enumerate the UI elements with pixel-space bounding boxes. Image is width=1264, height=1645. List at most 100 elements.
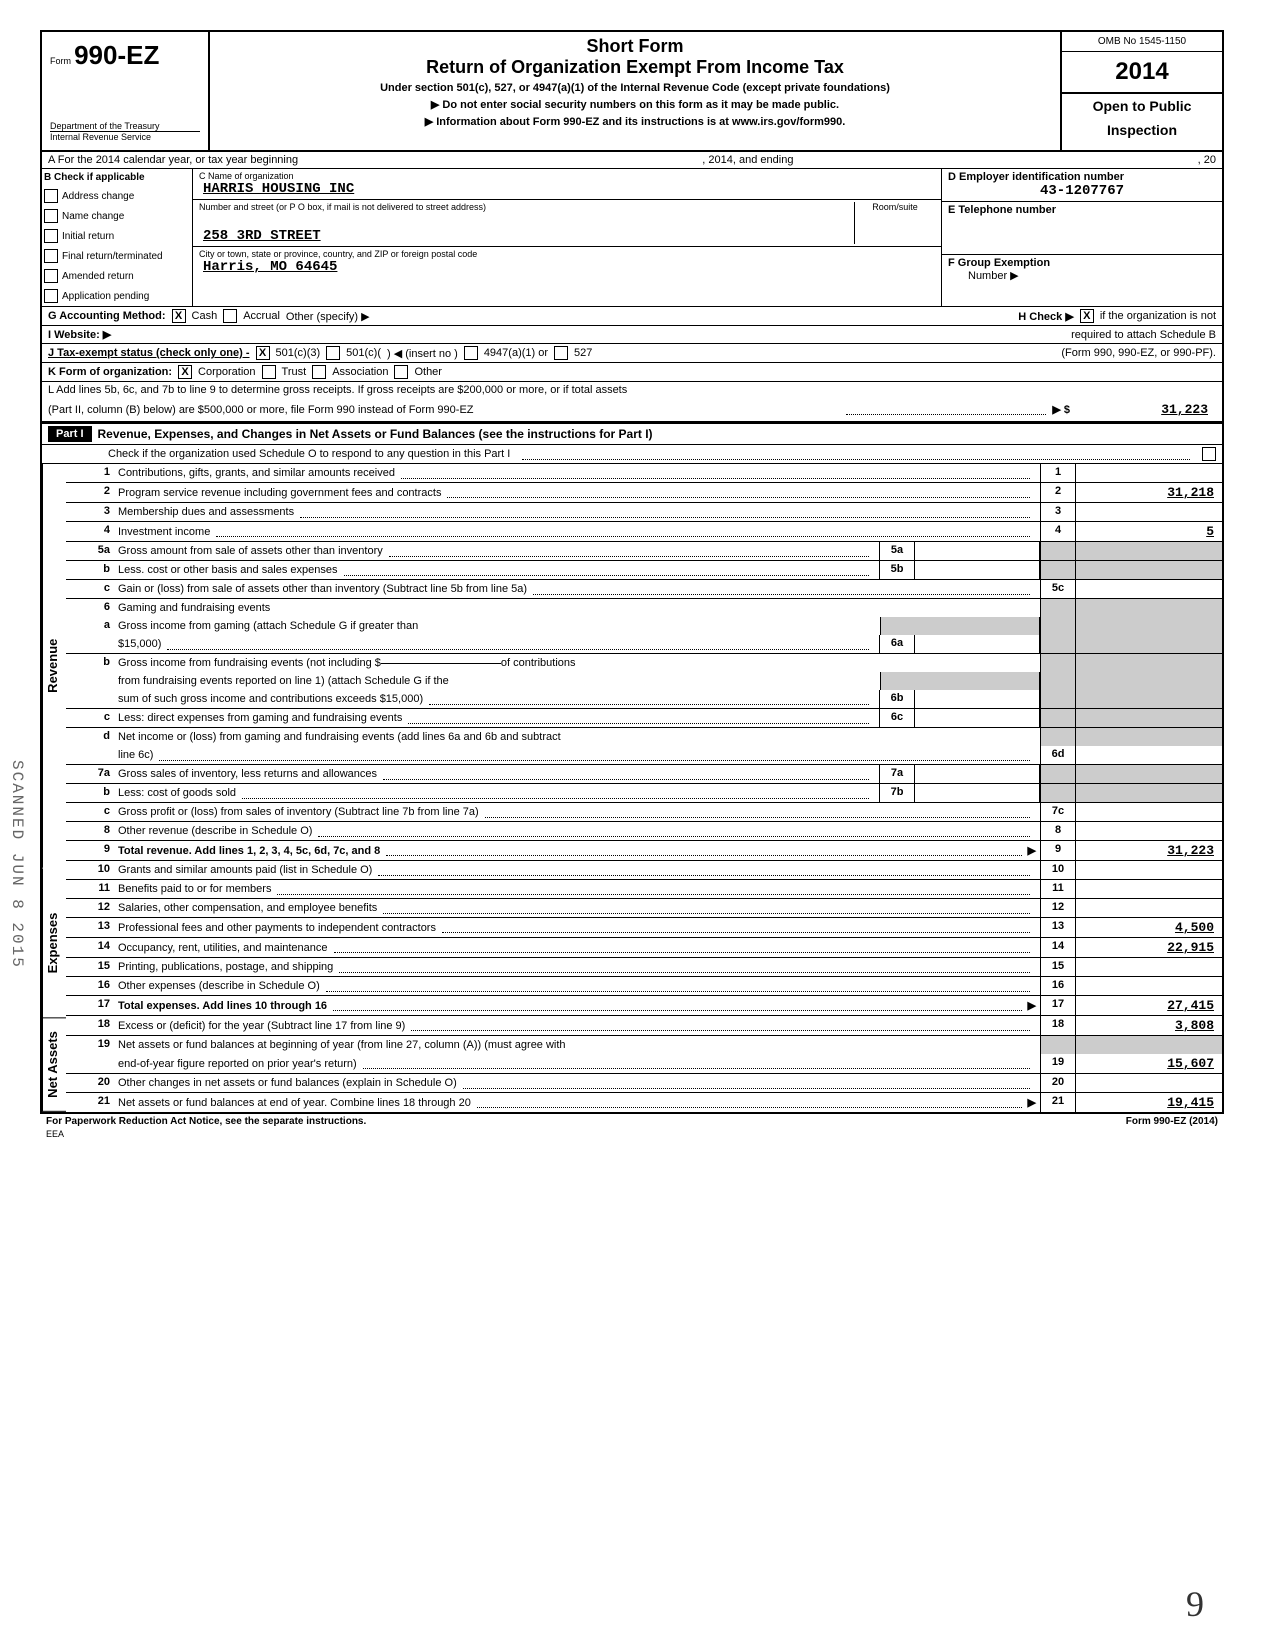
line-6b3: sum of such gross income and contributio… [66, 690, 1222, 709]
return-title: Return of Organization Exempt From Incom… [218, 57, 1052, 78]
row-k: K Form of organization: Corporation Trus… [42, 363, 1222, 382]
omb-cell: OMB No 1545-1150 2014 Open to Public Ins… [1060, 32, 1222, 150]
c-street-label: Number and street (or P O box, if mail i… [199, 202, 854, 212]
footer-eea: EEA [40, 1129, 1224, 1139]
line-5c: c Gain or (loss) from sale of assets oth… [66, 580, 1222, 599]
form-label: Form [50, 56, 71, 66]
f-row: F Group Exemption Number ▶ [942, 255, 1222, 284]
line-18: 18Excess or (deficit) for the year (Subt… [66, 1016, 1222, 1036]
omb-number: OMB No 1545-1150 [1062, 32, 1222, 52]
part1-header-row: Part I Revenue, Expenses, and Changes in… [42, 422, 1222, 445]
h-text2: required to attach Schedule B [1071, 329, 1216, 341]
vert-expenses: Expenses [42, 868, 66, 1018]
line-13: 13Professional fees and other payments t… [66, 918, 1222, 938]
line-6: 6 Gaming and fundraising events [66, 599, 1222, 617]
j-527[interactable] [554, 346, 568, 360]
footer-right: Form 990-EZ (2014) [1126, 1116, 1218, 1127]
d-label: D Employer identification number [948, 171, 1216, 183]
line-7b: b Less: cost of goods sold 7b [66, 784, 1222, 803]
form-990ez: Form 990-EZ Department of the Treasury I… [40, 30, 1224, 1114]
b-final-return[interactable]: Final return/terminated [42, 246, 192, 266]
b-label: B Check if applicable [42, 169, 192, 186]
vert-col: Revenue Expenses Net Assets [42, 464, 66, 1112]
c-name-label: C Name of organization [199, 171, 935, 181]
footer-left: For Paperwork Reduction Act Notice, see … [46, 1116, 366, 1127]
row-l1: L Add lines 5b, 6c, and 7b to line 9 to … [42, 382, 1222, 398]
k-label: K Form of organization: [48, 366, 172, 378]
part1-check-text: Check if the organization used Schedule … [48, 448, 510, 460]
c-city-label: City or town, state or province, country… [199, 249, 935, 259]
line-20: 20Other changes in net assets or fund ba… [66, 1074, 1222, 1093]
k-assoc[interactable] [312, 365, 326, 379]
h-text3: (Form 990, 990-EZ, or 990-PF). [1061, 347, 1216, 359]
title-cell: Short Form Return of Organization Exempt… [210, 32, 1060, 150]
tax-year: 2014 [1062, 52, 1222, 94]
row-i: I Website: ▶ required to attach Schedule… [42, 326, 1222, 344]
open-public: Open to Public [1062, 94, 1222, 118]
line-7c: c Gross profit or (loss) from sales of i… [66, 803, 1222, 822]
org-city: Harris, MO 64645 [199, 259, 935, 275]
short-form-label: Short Form [218, 36, 1052, 57]
j-4947[interactable] [464, 346, 478, 360]
org-name: HARRIS HOUSING INC [199, 181, 935, 197]
j-label: J Tax-exempt status (check only one) - [48, 347, 250, 359]
col-def: D Employer identification number 43-1207… [942, 169, 1222, 306]
e-row: E Telephone number [942, 202, 1222, 255]
room-suite-label: Room/suite [854, 202, 935, 244]
line-6a1: a Gross income from gaming (attach Sched… [66, 617, 1222, 635]
row-a-mid: , 2014, and ending [702, 154, 793, 166]
part1-label: Part I [48, 426, 92, 442]
l-text2: (Part II, column (B) below) are $500,000… [48, 404, 474, 416]
b-app-pending[interactable]: Application pending [42, 286, 192, 306]
line-4: 4 Investment income 45 [66, 522, 1222, 542]
k-corp[interactable] [178, 365, 192, 379]
g-cash-check[interactable] [172, 309, 186, 323]
line-19a: 19Net assets or fund balances at beginni… [66, 1036, 1222, 1054]
b-name-change[interactable]: Name change [42, 206, 192, 226]
line-9: 9 Total revenue. Add lines 1, 2, 3, 4, 5… [66, 841, 1222, 861]
line-1: 1 Contributions, gifts, grants, and simi… [66, 464, 1222, 483]
line-8: 8 Other revenue (describe in Schedule O)… [66, 822, 1222, 841]
footer: For Paperwork Reduction Act Notice, see … [40, 1114, 1224, 1129]
body-grid: Revenue Expenses Net Assets 1 Contributi… [42, 464, 1222, 1112]
line-15: 15Printing, publications, postage, and s… [66, 958, 1222, 977]
j-501c3[interactable] [256, 346, 270, 360]
f-label: F Group Exemption [948, 257, 1216, 269]
part1-check[interactable] [1202, 447, 1216, 461]
line-3: 3 Membership dues and assessments 3 [66, 503, 1222, 522]
col-c: C Name of organization HARRIS HOUSING IN… [193, 169, 942, 306]
line-16: 16Other expenses (describe in Schedule O… [66, 977, 1222, 996]
line-6d1: d Net income or (loss) from gaming and f… [66, 728, 1222, 746]
irs-label: Internal Revenue Service [50, 131, 200, 142]
ein-value: 43-1207767 [948, 183, 1216, 199]
line-19b: end-of-year figure reported on prior yea… [66, 1054, 1222, 1074]
part1-check-row: Check if the organization used Schedule … [42, 445, 1222, 464]
line-5a: 5a Gross amount from sale of assets othe… [66, 542, 1222, 561]
b-address-change[interactable]: Address change [42, 186, 192, 206]
k-other[interactable] [394, 365, 408, 379]
line-17: 17Total expenses. Add lines 10 through 1… [66, 996, 1222, 1016]
b-initial-return[interactable]: Initial return [42, 226, 192, 246]
f-label2: Number ▶ [948, 269, 1216, 282]
line-7a: 7a Gross sales of inventory, less return… [66, 765, 1222, 784]
line-11: 11Benefits paid to or for members 11 [66, 880, 1222, 899]
b-amended[interactable]: Amended return [42, 266, 192, 286]
ssn-warning: ▶ Do not enter social security numbers o… [218, 98, 1052, 111]
h-label: H Check ▶ [1018, 310, 1074, 323]
line-2: 2 Program service revenue including gove… [66, 483, 1222, 503]
info-line: ▶ Information about Form 990-EZ and its … [218, 115, 1052, 128]
j-501c[interactable] [326, 346, 340, 360]
h-check[interactable] [1080, 309, 1094, 323]
i-label: I Website: ▶ [48, 328, 111, 341]
k-trust[interactable] [262, 365, 276, 379]
dept-treasury: Department of the Treasury [50, 121, 200, 131]
e-label: E Telephone number [948, 204, 1056, 216]
vert-netassets: Net Assets [42, 1018, 66, 1112]
form-number: 990-EZ [74, 40, 159, 70]
col-b: B Check if applicable Address change Nam… [42, 169, 193, 306]
line-10: 10Grants and similar amounts paid (list … [66, 861, 1222, 880]
g-accrual-check[interactable] [223, 309, 237, 323]
l-value: 31,223 [1070, 400, 1216, 419]
line-14: 14Occupancy, rent, utilities, and mainte… [66, 938, 1222, 958]
l-arrow: ▶ $ [1052, 403, 1070, 416]
